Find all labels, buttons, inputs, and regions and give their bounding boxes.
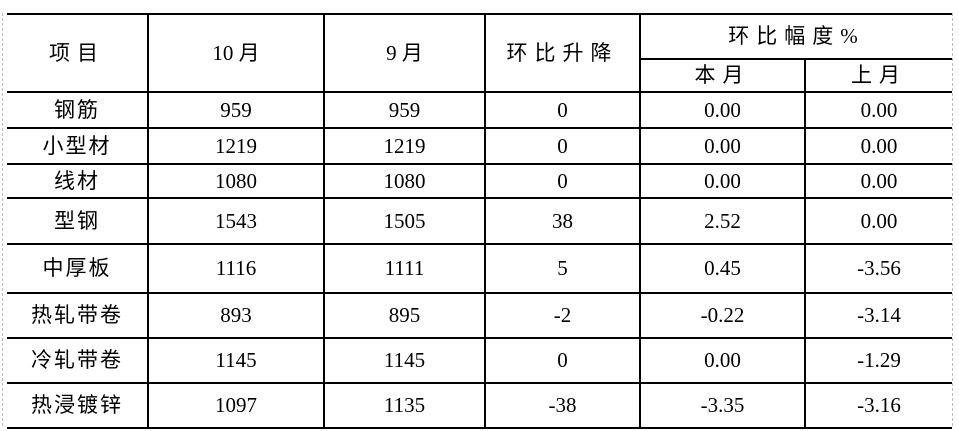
table-row: 钢筋 959 959 0 0.00 0.00: [7, 91, 952, 129]
month-previous-cell: 1505: [323, 197, 486, 245]
pct-last-month-cell: 0.00: [804, 163, 952, 199]
table-row: 型钢 1543 1505 38 2.52 0.00: [7, 197, 952, 245]
table-gridline-left: [2, 13, 3, 426]
month-previous-cell: 1145: [323, 337, 486, 384]
table-row: 小型材 1219 1219 0 0.00 0.00: [7, 127, 952, 165]
table-row: 热浸镀锌 1097 1135 -38 -3.35 -3.16: [7, 382, 952, 429]
header-mom-change: 环比升降: [484, 13, 641, 93]
price-comparison-table: 项目 10 月 9 月 环比升降 环比幅度% 本月 上月 钢筋 959 959 0 0.…: [7, 13, 952, 429]
header-pct-this-month: 本月: [640, 58, 806, 93]
month-previous-cell: 1111: [323, 243, 486, 294]
change-cell: 0: [484, 127, 641, 165]
month-previous-cell: 1219: [323, 127, 486, 165]
pct-this-month-cell: 0.00: [639, 163, 806, 199]
header-mom-pct-group: 环比幅度%: [639, 13, 952, 60]
table-row: 冷轧带卷 1145 1145 0 0.00 -1.29: [7, 337, 952, 384]
pct-last-month-cell: -1.29: [804, 337, 952, 384]
change-cell: 0: [484, 163, 641, 199]
pct-this-month-cell: 0.00: [639, 91, 806, 129]
item-cell: 钢筋: [7, 91, 149, 129]
month-current-cell: 1219: [147, 127, 325, 165]
change-cell: 0: [484, 337, 641, 384]
pct-this-month-cell: 0.00: [639, 127, 806, 165]
month-previous-cell: 1135: [323, 382, 486, 429]
table-header: 项目 10 月 9 月 环比升降 环比幅度% 本月 上月: [7, 13, 952, 93]
pct-last-month-cell: -3.14: [804, 292, 952, 339]
pct-last-month-cell: -3.56: [804, 243, 952, 294]
item-cell: 冷轧带卷: [7, 337, 149, 384]
month-current-cell: 1116: [147, 243, 325, 294]
change-cell: 5: [484, 243, 641, 294]
pct-last-month-cell: 0.00: [804, 197, 952, 245]
month-previous-cell: 895: [323, 292, 486, 339]
month-current-cell: 1080: [147, 163, 325, 199]
month-previous-cell: 1080: [323, 163, 486, 199]
change-cell: 38: [484, 197, 641, 245]
pct-last-month-cell: 0.00: [804, 127, 952, 165]
pct-this-month-cell: 0.45: [639, 243, 806, 294]
change-cell: -2: [484, 292, 641, 339]
item-cell: 热轧带卷: [7, 292, 149, 339]
item-cell: 中厚板: [7, 243, 149, 294]
pct-this-month-cell: 2.52: [639, 197, 806, 245]
item-cell: 型钢: [7, 197, 149, 245]
change-cell: -38: [484, 382, 641, 429]
table-row: 热轧带卷 893 895 -2 -0.22 -3.14: [7, 292, 952, 339]
pct-this-month-cell: -3.35: [639, 382, 806, 429]
month-current-cell: 959: [147, 91, 325, 129]
header-row-2: 本月 上月: [7, 58, 952, 93]
header-month-previous: 9 月: [323, 13, 486, 93]
item-cell: 线材: [7, 163, 149, 199]
pct-last-month-cell: -3.16: [804, 382, 952, 429]
header-month-current: 10 月: [147, 13, 325, 93]
header-item: 项目: [7, 13, 149, 93]
item-cell: 热浸镀锌: [7, 382, 149, 429]
month-current-cell: 1543: [147, 197, 325, 245]
table-body: 钢筋 959 959 0 0.00 0.00 小型材 1219 1219 0 0.00 0.00 线材 1…: [7, 91, 952, 429]
month-current-cell: 1097: [147, 382, 325, 429]
table-gridline-right: [952, 13, 953, 426]
pct-this-month-cell: 0.00: [639, 337, 806, 384]
pct-this-month-cell: -0.22: [639, 292, 806, 339]
month-previous-cell: 959: [323, 91, 486, 129]
header-pct-last-month: 上月: [804, 58, 952, 93]
item-cell: 小型材: [7, 127, 149, 165]
header-row-1: 项目 10 月 9 月 环比升降 环比幅度%: [7, 13, 952, 93]
pct-last-month-cell: 0.00: [804, 91, 952, 129]
table-row: 线材 1080 1080 0 0.00 0.00: [7, 163, 952, 199]
table-row: 中厚板 1116 1111 5 0.45 -3.56: [7, 243, 952, 294]
change-cell: 0: [484, 91, 641, 129]
month-current-cell: 1145: [147, 337, 325, 384]
month-current-cell: 893: [147, 292, 325, 339]
